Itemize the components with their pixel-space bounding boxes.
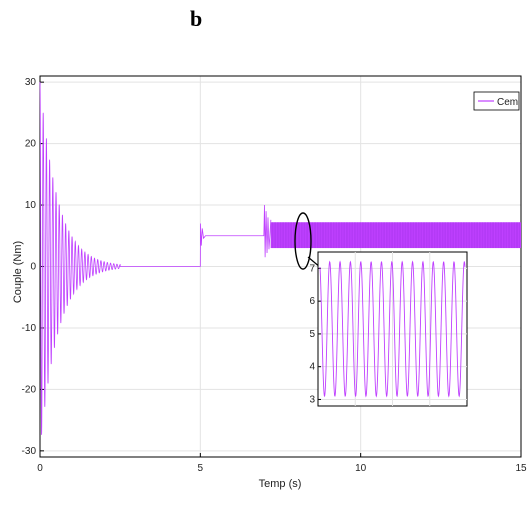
y-tick-label: -10 [22,323,37,334]
inset-tick-label: 5 [309,329,315,340]
inset-tick-label: 7 [309,263,315,274]
y-tick-label: 0 [30,262,36,273]
panel-label: b [190,6,203,31]
zoom-ellipse [294,212,312,270]
inset-zoom: 3 4 5 6 7 [309,251,468,407]
x-tick-label: 5 [198,463,204,474]
legend-box [473,91,520,111]
y-tick-label: -30 [22,446,37,457]
y-tick-label: 20 [25,139,37,150]
x-ticks: 0 5 10 15 [37,453,527,474]
inset-y-ticks: 3 4 5 6 7 [309,263,321,405]
inset-tick-label: 3 [309,394,315,405]
y-tick-label: 10 [25,200,37,211]
inset-series-line [319,260,466,398]
y-tick-label: 30 [25,77,37,88]
x-axis-label: Temp (s) [259,478,302,490]
y-tick-label: -20 [22,384,37,395]
legend: Cem [473,91,520,111]
x-tick-label: 10 [355,463,367,474]
inset-tick-label: 6 [309,296,315,307]
inset-tick-label: 4 [309,362,315,373]
x-tick-label: 0 [37,463,43,474]
y-axis-label: Couple (Nm) [12,241,24,303]
x-tick-label: 15 [515,463,527,474]
y-ticks: -30 -20 -10 0 10 20 30 [22,77,44,457]
legend-entry: Cem [497,97,518,108]
cem-series-line [39,82,272,435]
cem-oscillation-band [270,222,521,249]
